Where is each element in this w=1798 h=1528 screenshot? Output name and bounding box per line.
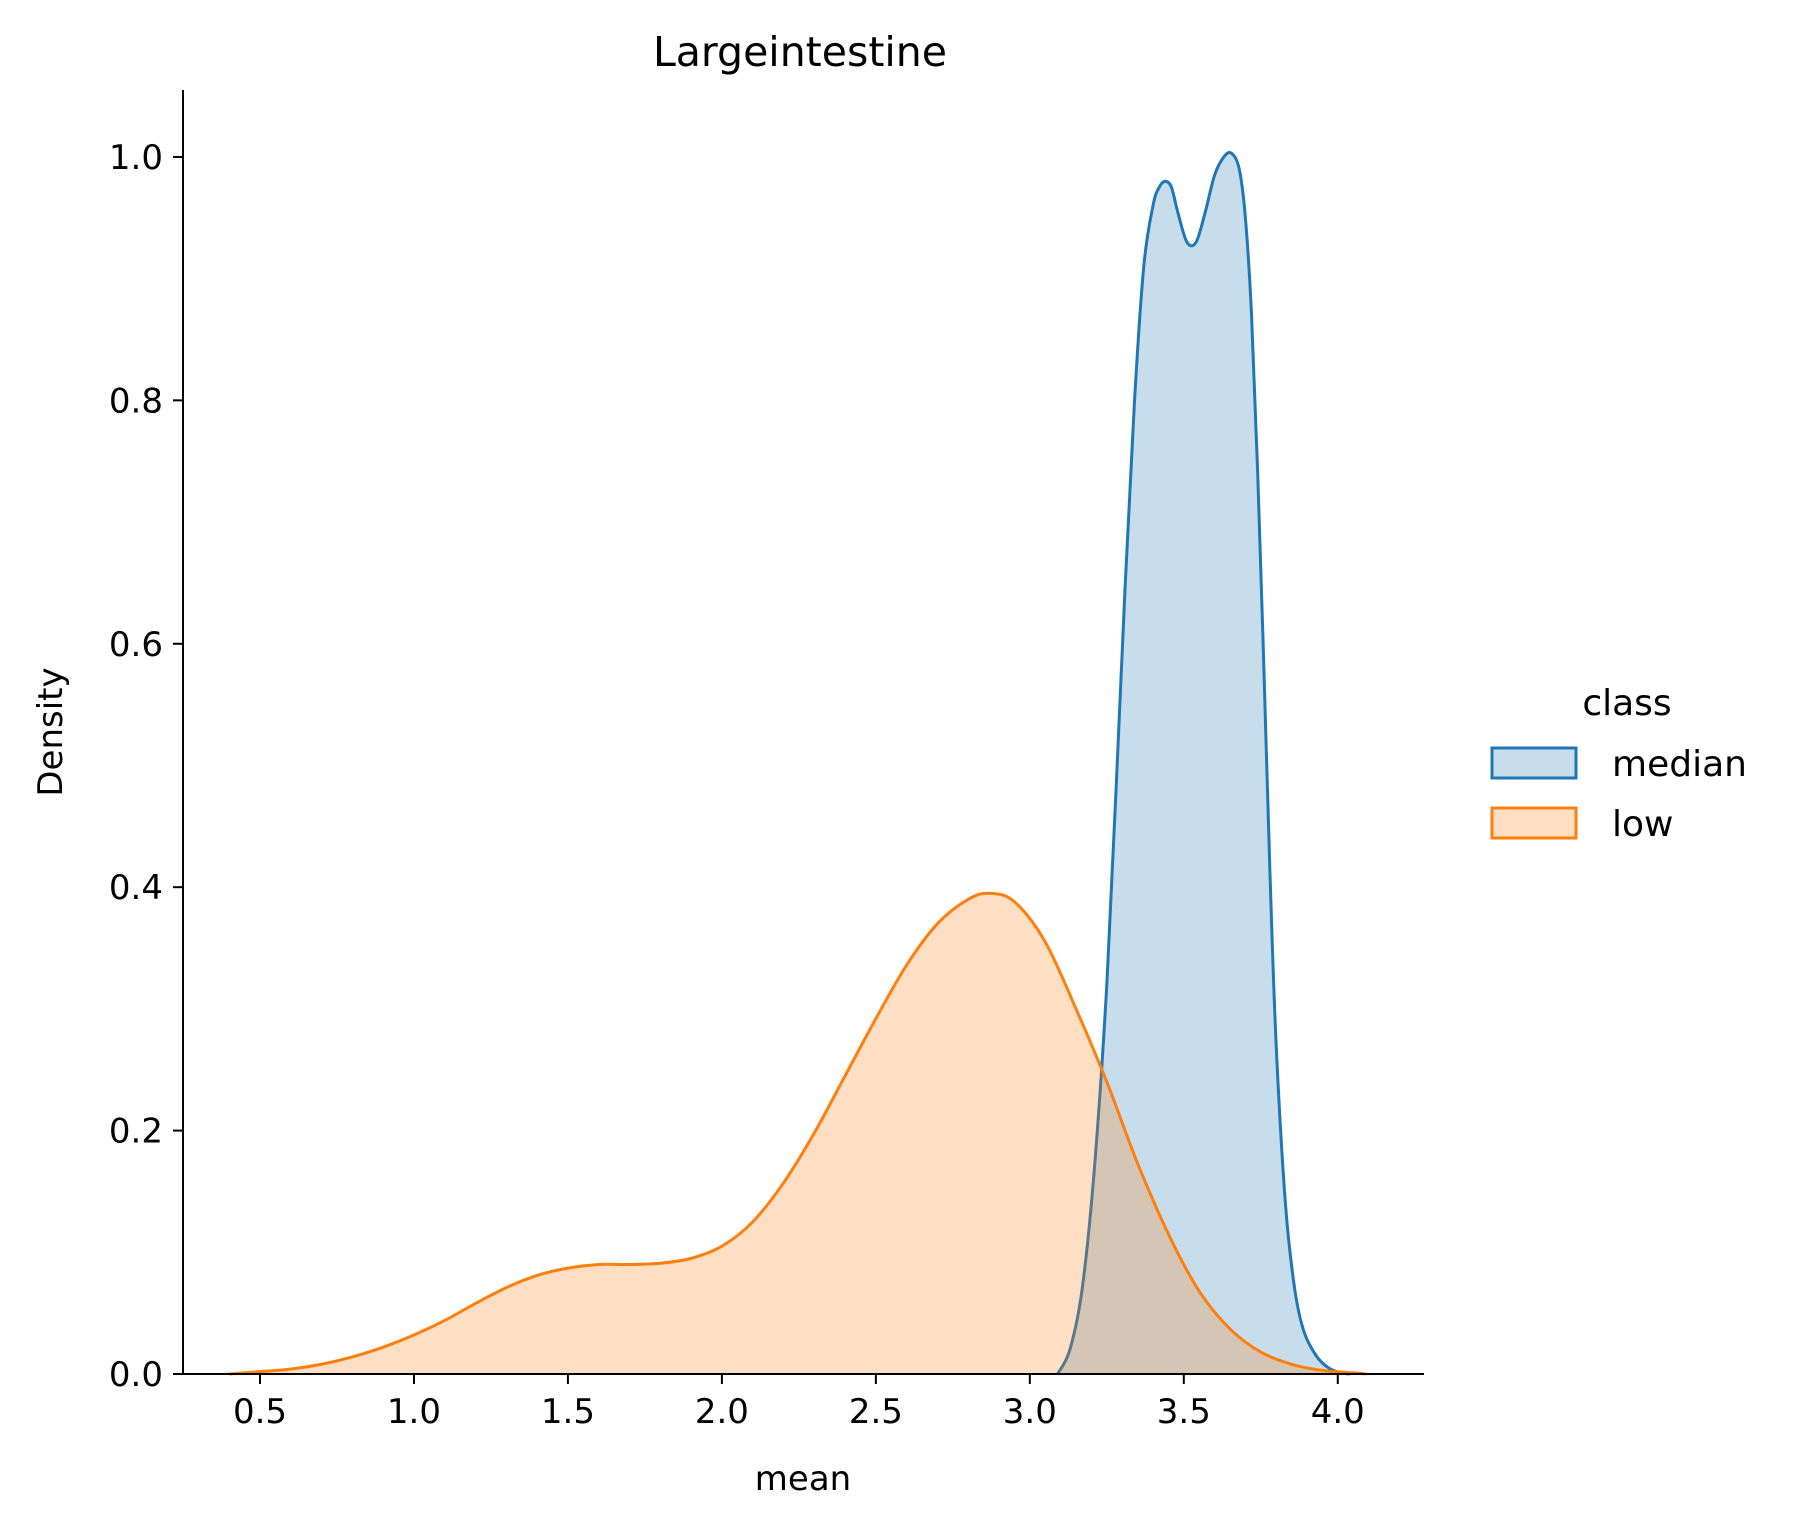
series-area-low — [229, 893, 1366, 1374]
y-ticks: 0.0 0.2 0.4 0.6 0.8 1.0 — [109, 138, 183, 1395]
legend-entry-low: low — [1490, 804, 1673, 845]
series-line-low — [229, 891, 1366, 1376]
x-tick-label: 1.5 — [541, 1392, 595, 1432]
y-tick-label: 0.4 — [109, 868, 163, 908]
x-axis-title: mean — [755, 1459, 851, 1499]
x-tick-label: 2.0 — [695, 1392, 749, 1432]
x-tick-label: 3.5 — [1157, 1392, 1211, 1432]
legend-title: class — [1582, 683, 1671, 724]
legend-entry-median: median — [1490, 744, 1747, 785]
x-tick-label: 0.5 — [233, 1392, 287, 1432]
x-tick-label: 3.0 — [1003, 1392, 1057, 1432]
y-axis-title: Density — [31, 667, 71, 796]
x-tick-label: 1.0 — [387, 1392, 441, 1432]
legend-label: median — [1612, 744, 1747, 785]
x-ticks: 0.5 1.0 1.5 2.0 2.5 3.0 3.5 4.0 — [233, 1374, 1365, 1432]
series-line-median — [1056, 150, 1351, 1376]
y-tick-label: 0.2 — [109, 1112, 163, 1152]
y-tick-label: 0.0 — [109, 1355, 163, 1395]
legend-swatch — [1490, 746, 1578, 780]
series-low — [229, 891, 1366, 1376]
legend: class median low — [1490, 683, 1747, 845]
y-tick-label: 0.8 — [109, 381, 163, 421]
y-tick-label: 1.0 — [109, 138, 163, 178]
legend-label: low — [1612, 804, 1673, 845]
x-tick-label: 2.5 — [849, 1392, 903, 1432]
series-median — [1056, 150, 1351, 1376]
axes: 0.5 1.0 1.5 2.0 2.5 3.0 3.5 4.0 0.0 0.2 0.4 0.6 0.8… — [109, 90, 1424, 1432]
y-tick-label: 0.6 — [109, 625, 163, 665]
legend-swatch — [1490, 806, 1578, 840]
legend-entries: median low — [1490, 744, 1747, 845]
chart-title: Largeintestine — [653, 28, 947, 76]
x-tick-label: 4.0 — [1311, 1392, 1365, 1432]
plot-series — [229, 150, 1366, 1376]
